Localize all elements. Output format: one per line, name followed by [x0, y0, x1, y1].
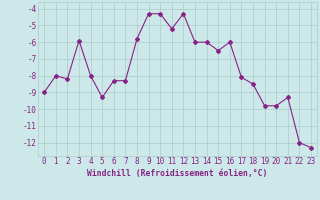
X-axis label: Windchill (Refroidissement éolien,°C): Windchill (Refroidissement éolien,°C): [87, 169, 268, 178]
